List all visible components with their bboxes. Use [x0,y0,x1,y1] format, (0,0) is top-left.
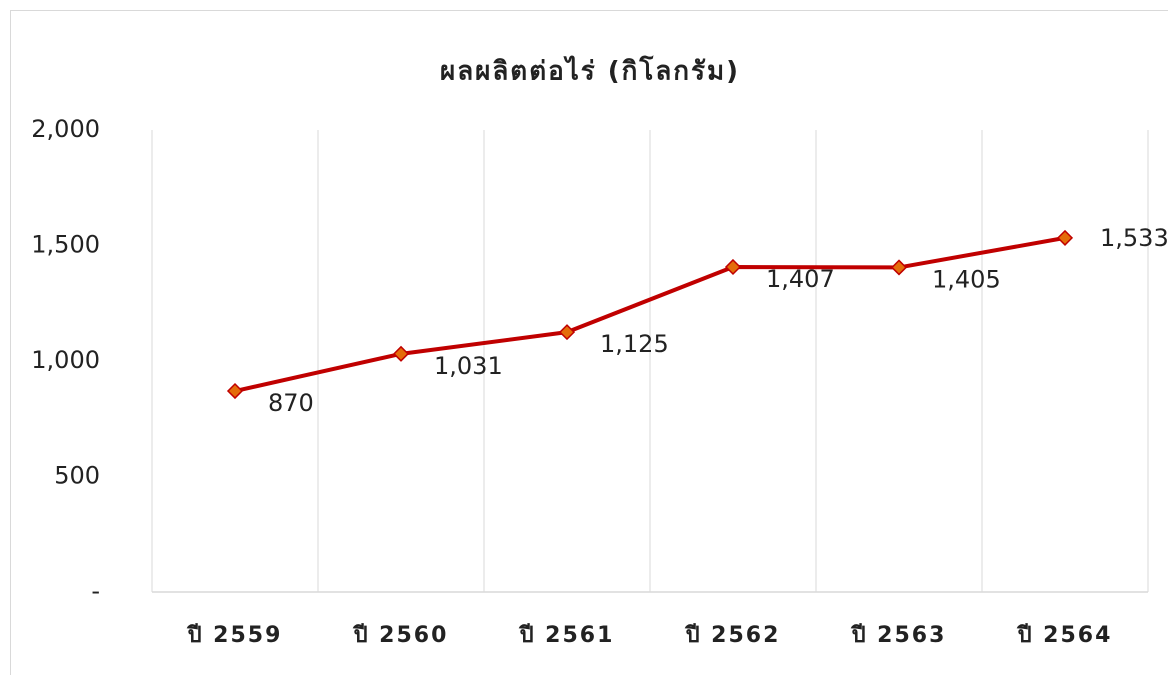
x-tick-label: ปี 2564 [1016,623,1112,648]
data-label: 1,533 [1100,224,1168,252]
data-point [558,324,576,341]
data-label: 1,407 [766,265,835,293]
y-tick-label: 500 [54,462,100,490]
data-label: 870 [268,389,314,417]
x-tick-label: ปี 2562 [684,623,780,648]
y-tick-label: 2,000 [31,115,100,143]
y-tick-label: 1,000 [31,346,100,374]
x-tick-label: ปี 2563 [850,623,946,648]
y-tick-label: - [91,577,100,605]
chart-border [10,10,1168,675]
data-label: 1,031 [434,352,503,380]
x-tick-label: ปี 2561 [518,623,614,648]
data-point [1056,229,1074,246]
data-line [234,235,1066,393]
data-label: 1,125 [600,330,669,358]
y-tick-label: 1,500 [31,231,100,259]
data-point [724,258,742,276]
x-tick-label: ปี 2559 [186,623,282,648]
data-point [890,259,908,276]
x-tick-label: ปี 2560 [352,623,448,648]
chart-title: ผลผลิตต่อไร่ (กิโลกรัม) [440,55,740,87]
data-label: 1,405 [932,265,1001,293]
data-point [392,345,410,362]
data-point [226,382,244,400]
